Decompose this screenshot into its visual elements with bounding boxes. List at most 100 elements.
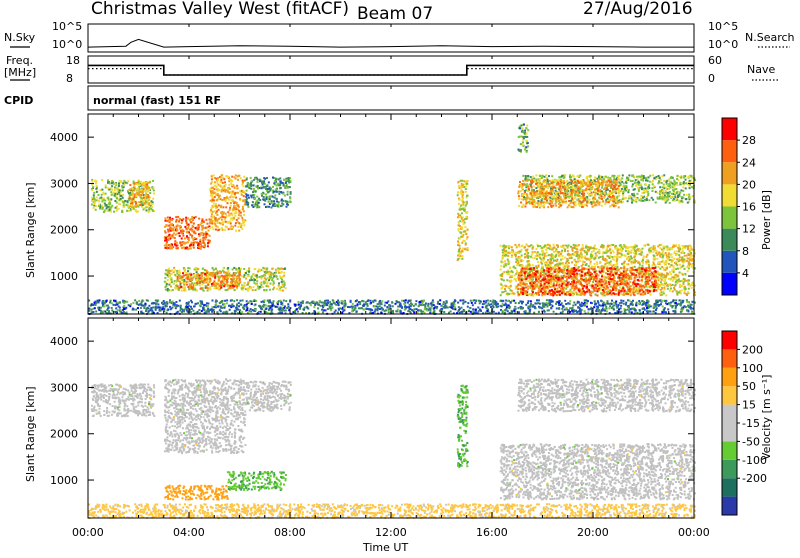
range-cell	[256, 275, 259, 278]
range-cell	[661, 287, 664, 290]
range-cell	[217, 228, 220, 231]
range-cell	[609, 267, 612, 270]
range-cell	[172, 236, 175, 239]
range-cell	[254, 203, 257, 205]
range-cell	[256, 287, 259, 290]
range-cell	[279, 182, 282, 185]
range-cell	[231, 282, 233, 285]
range-cell	[554, 274, 557, 277]
range-cell	[664, 278, 667, 281]
range-cell	[215, 177, 218, 180]
range-cell	[575, 291, 578, 294]
range-cell	[501, 261, 504, 263]
range-cell	[459, 214, 462, 217]
range-cell	[219, 281, 222, 284]
range-cell	[175, 241, 178, 244]
range-cell	[621, 262, 623, 265]
range-cell	[569, 275, 572, 278]
range-cell	[90, 188, 93, 191]
range-cell	[541, 253, 544, 256]
range-cell	[240, 288, 243, 291]
range-cell	[170, 228, 173, 231]
range-cell	[230, 194, 233, 197]
range-cell	[670, 259, 673, 262]
range-cell	[690, 245, 693, 248]
range-cell	[236, 187, 239, 190]
range-cell	[624, 270, 627, 273]
range-cell	[565, 287, 568, 290]
range-cell	[272, 288, 275, 291]
range-cell	[598, 262, 601, 264]
range-cell	[215, 186, 218, 188]
range-cell	[193, 237, 196, 240]
range-cell	[185, 277, 188, 280]
range-cell	[463, 240, 466, 242]
range-cell	[540, 261, 543, 264]
range-cell	[181, 232, 184, 235]
range-cell	[539, 285, 542, 287]
range-cell	[573, 289, 576, 292]
range-cell	[634, 290, 637, 293]
range-cell	[665, 267, 668, 270]
range-cell	[671, 276, 674, 279]
range-cell	[239, 199, 242, 201]
range-cell	[128, 194, 131, 197]
range-cell	[558, 251, 561, 254]
range-cell	[217, 217, 220, 220]
range-cell	[589, 255, 592, 258]
range-cell	[183, 286, 186, 289]
range-cell	[551, 248, 554, 251]
range-cell	[132, 196, 135, 199]
range-cell	[536, 251, 539, 254]
range-cell	[681, 247, 684, 250]
range-cell	[224, 181, 226, 184]
range-cell	[268, 186, 271, 189]
freq-tick-high: 18	[66, 54, 80, 67]
range-cell	[209, 221, 212, 224]
range-cell	[594, 293, 597, 296]
range-cell	[281, 181, 284, 184]
range-cell	[459, 206, 462, 209]
range-cell	[176, 276, 179, 278]
range-cell	[677, 260, 680, 263]
range-cell	[222, 282, 225, 285]
range-cell	[653, 245, 656, 248]
range-cell	[560, 258, 563, 261]
range-cell	[590, 276, 593, 278]
range-cell	[262, 185, 265, 188]
range-cell	[229, 179, 232, 181]
range-cell	[588, 277, 591, 280]
range-cell	[580, 264, 583, 267]
range-cell	[458, 225, 461, 227]
range-cell	[572, 281, 575, 283]
range-cell	[199, 233, 202, 236]
range-cell	[265, 268, 268, 271]
range-cell	[577, 268, 580, 270]
range-cell	[650, 277, 653, 280]
range-cell	[262, 181, 265, 184]
range-cell	[92, 194, 95, 197]
range-cell	[167, 244, 170, 246]
range-cell	[178, 225, 181, 228]
range-cell	[667, 247, 670, 249]
range-cell	[533, 293, 535, 296]
range-cell	[144, 198, 147, 201]
range-cell	[457, 221, 460, 224]
range-cell	[642, 255, 645, 258]
range-cell	[253, 282, 256, 285]
range-cell	[505, 245, 508, 248]
range-cell	[556, 270, 559, 273]
range-cell	[553, 293, 556, 296]
range-cell	[175, 216, 178, 219]
range-cell	[689, 244, 691, 247]
range-cell	[245, 197, 248, 200]
range-cell	[230, 191, 232, 194]
range-cell	[682, 264, 685, 267]
range-cell	[181, 241, 184, 244]
range-cell	[235, 218, 238, 221]
range-cell	[576, 250, 579, 253]
range-cell	[175, 247, 178, 250]
range-cell	[137, 192, 140, 195]
range-cell	[459, 220, 461, 223]
range-cell	[581, 260, 584, 263]
